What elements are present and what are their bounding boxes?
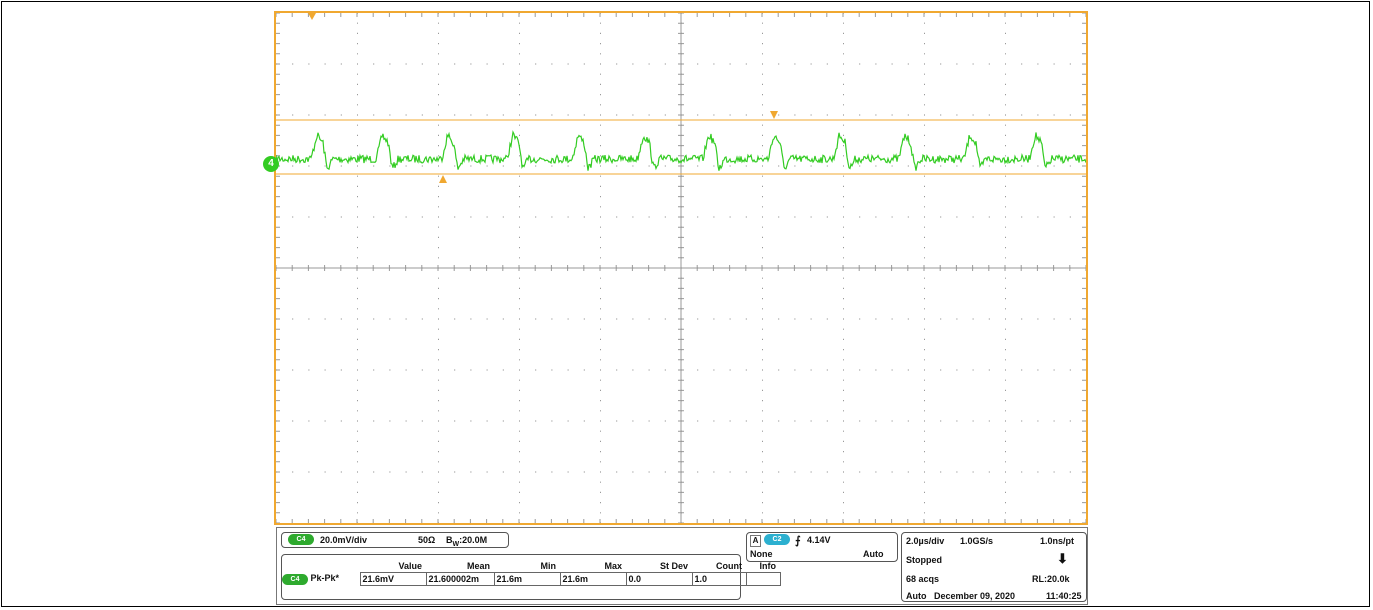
col-info: Info	[759, 561, 777, 571]
time-per-div: 2.0µs/div	[906, 536, 945, 546]
cell-max: 21.6m	[559, 572, 627, 586]
rising-edge-icon: ⨍	[795, 535, 801, 547]
min-marker	[439, 175, 447, 183]
vertical-settings-box[interactable]: C4 20.0mV/div 50Ω BW:20.0M	[281, 532, 509, 548]
input-impedance: 50Ω	[418, 535, 436, 545]
trigger-settings-box[interactable]: A C2 ⨍ 4.14V None Auto	[746, 532, 898, 562]
capture-date: December 09, 2020	[934, 591, 1016, 601]
bandwidth-limit: BW:20.0M	[446, 535, 488, 548]
cell-info	[745, 572, 781, 586]
time-resolution: 1.0ns/pt	[1040, 536, 1075, 546]
channel-4-ground-marker[interactable]: 4	[263, 156, 279, 172]
col-max: Max	[604, 561, 622, 571]
vertical-scale: 20.0mV/div	[320, 535, 368, 545]
cell-mean: 21.600002m	[425, 572, 495, 586]
col-mean: Mean	[466, 561, 490, 571]
sample-rate: 1.0GS/s	[960, 536, 994, 546]
channel-4-trace	[276, 130, 1086, 171]
trigger-level: 4.14V	[807, 535, 831, 545]
trigger-position-marker	[308, 13, 316, 20]
col-stdev: St Dev	[659, 561, 688, 571]
timebase-settings-box[interactable]: 2.0µs/div 1.0GS/s 1.0ns/pt Stopped ⬇ 68 …	[901, 532, 1087, 602]
cell-stdev: 0.0	[625, 572, 693, 586]
measurement-label: Pk-Pk*	[310, 573, 340, 584]
channel-badge: C4	[288, 534, 314, 546]
max-marker	[770, 111, 778, 119]
graticule-ticks	[276, 13, 1086, 523]
record-length: RL:20.0k	[1032, 574, 1070, 584]
col-count: Count	[716, 561, 742, 571]
trigger-sweep: Auto	[863, 549, 884, 559]
acquisition-count: 68 acqs	[906, 574, 940, 584]
cell-count: 1.0	[691, 572, 747, 586]
capture-time: 11:40:25	[1046, 591, 1082, 601]
acquisition-state: Stopped	[906, 555, 942, 565]
trigger-mode: Auto	[906, 591, 927, 601]
arrow-down-icon: ⬇	[1057, 551, 1068, 566]
cell-value: 21.6mV	[359, 572, 427, 586]
trigger-source-badge: C2	[764, 534, 790, 546]
col-value: Value	[398, 561, 422, 571]
measurement-header-row: Value Mean Min Max St Dev Count Info	[282, 560, 780, 573]
cell-min: 21.6m	[493, 572, 561, 586]
trigger-mode-letter: A	[750, 535, 761, 547]
scope-display[interactable]	[274, 11, 1088, 525]
measurement-channel-badge: C4	[282, 573, 308, 585]
measurement-table: Value Mean Min Max St Dev Count Info C4 …	[282, 560, 781, 586]
table-row[interactable]: C4 Pk-Pk* 21.6mV 21.600002m 21.6m 21.6m …	[282, 572, 781, 586]
waveform-graticule	[276, 13, 1086, 523]
trigger-coupling: None	[750, 549, 773, 559]
measurement-label-cell: C4 Pk-Pk*	[282, 573, 360, 586]
info-panel: C4 20.0mV/div 50Ω BW:20.0M Value Mean Mi…	[276, 527, 1088, 605]
col-min: Min	[540, 561, 557, 571]
